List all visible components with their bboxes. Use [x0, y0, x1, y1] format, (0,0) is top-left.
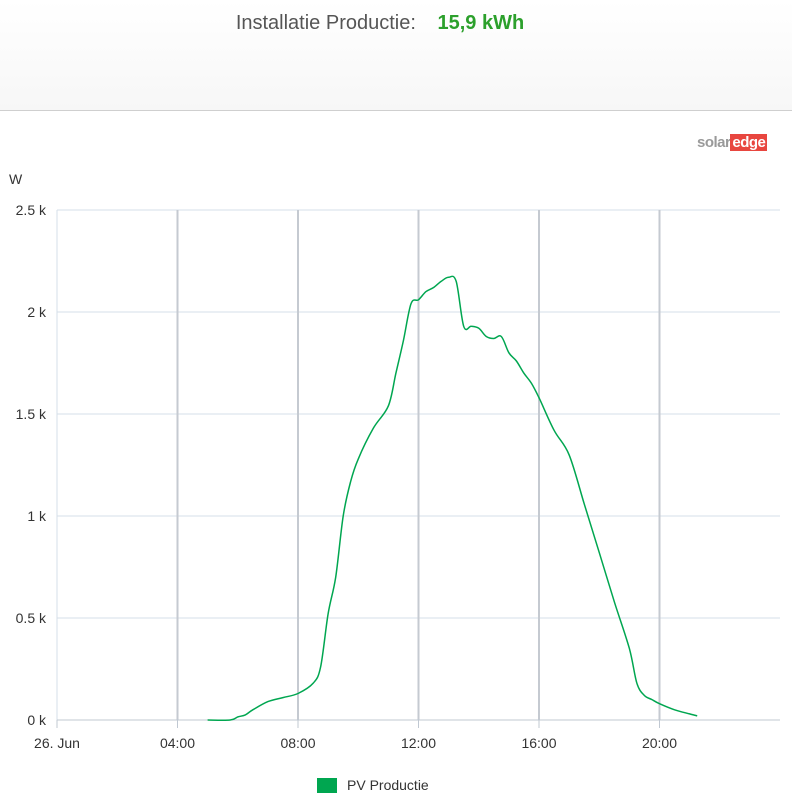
legend-item-pv-productie[interactable]: PV Productie: [317, 777, 429, 793]
y-tick-label: 0.5 k: [16, 610, 47, 626]
legend-label: PV Productie: [347, 777, 429, 793]
header-bar: Installatie Productie: 15,9 kWh: [0, 0, 792, 111]
production-value: 15,9 kWh: [437, 12, 525, 34]
y-tick-label: 2.5 k: [16, 202, 47, 218]
x-tick-label: 26. Jun: [34, 735, 80, 751]
series-line-pv-productie: [207, 275, 698, 721]
y-tick-label: 1 k: [27, 508, 47, 524]
logo-text-solar: solar: [697, 134, 731, 151]
logo-text-edge: edge: [730, 134, 768, 151]
y-axis-unit-label: W: [9, 171, 23, 187]
x-tick-label: 12:00: [401, 735, 436, 751]
x-tick-label: 16:00: [521, 735, 556, 751]
solaredge-logo: solar edge: [697, 134, 768, 151]
production-label: Installatie Productie:: [235, 12, 416, 34]
y-tick-label: 2 k: [27, 304, 47, 320]
y-tick-label: 0 k: [27, 712, 47, 728]
x-tick-label: 04:00: [160, 735, 195, 751]
x-tick-label: 08:00: [280, 735, 315, 751]
production-summary: Installatie Productie: 15,9 kWh: [0, 12, 760, 35]
y-tick-label: 1.5 k: [16, 406, 47, 422]
x-tick-label: 20:00: [642, 735, 677, 751]
legend-swatch: [317, 777, 337, 793]
